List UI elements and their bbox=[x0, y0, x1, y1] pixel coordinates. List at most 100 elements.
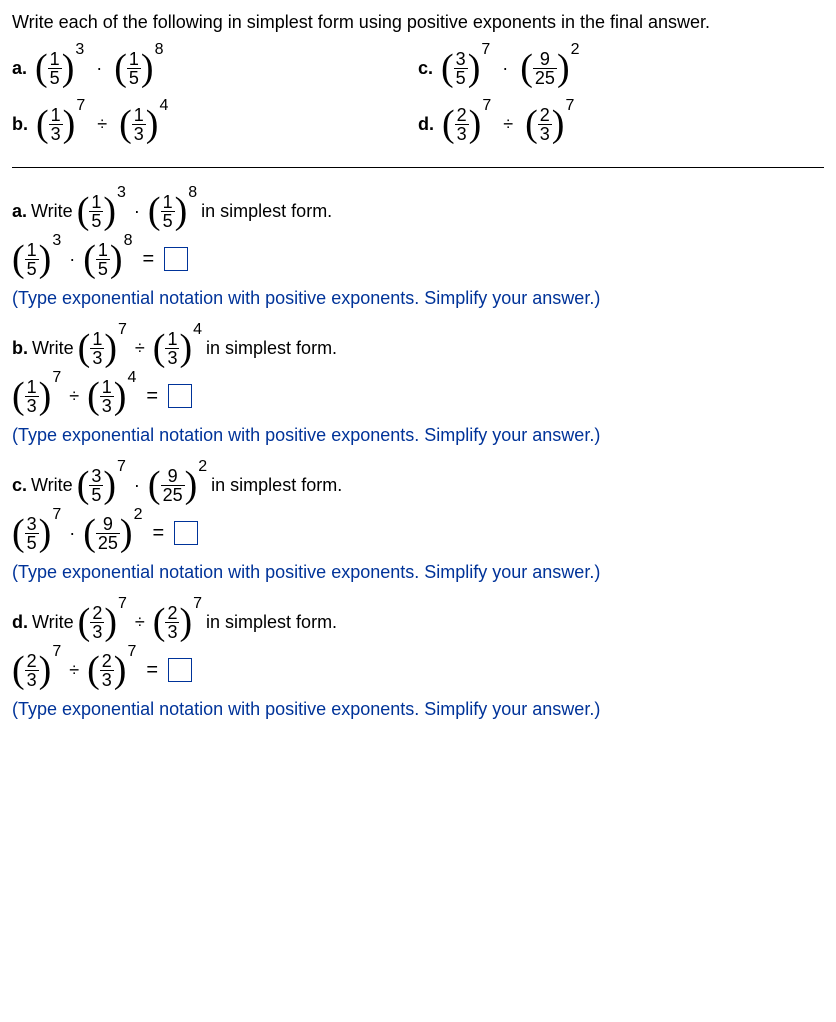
operator: ÷ bbox=[503, 114, 513, 135]
numerator: 2 bbox=[100, 652, 114, 670]
numerator: 1 bbox=[25, 378, 39, 396]
numerator: 1 bbox=[90, 330, 104, 348]
denominator: 25 bbox=[161, 485, 185, 504]
exponent: 7 bbox=[52, 643, 61, 661]
term: (925)2 bbox=[148, 466, 207, 504]
equals-sign: = bbox=[142, 248, 154, 271]
term: ( 23 ) 7 bbox=[442, 105, 491, 143]
term: (23)7 bbox=[12, 651, 61, 689]
term: ( 15 ) 8 bbox=[114, 49, 163, 87]
section-b: b. Write (13)7 ÷ (13)4 in simplest form.… bbox=[12, 329, 824, 446]
equals-sign: = bbox=[152, 522, 164, 545]
denominator: 3 bbox=[90, 348, 104, 367]
answer-input-c[interactable] bbox=[174, 521, 198, 545]
problem-d: d. ( 23 ) 7 ÷ ( 23 ) 7 bbox=[418, 105, 824, 143]
section-a: a. Write (15)3 · (15)8 in simplest form.… bbox=[12, 192, 824, 309]
problem-label: d. bbox=[418, 114, 434, 135]
problem-grid: a. ( 15 ) 3 · ( 15 ) 8 c. ( 35 ) 7 · ( 9… bbox=[12, 49, 824, 143]
equals-sign: = bbox=[146, 385, 158, 408]
term: (35)7 bbox=[77, 466, 126, 504]
exponent: 2 bbox=[571, 41, 580, 59]
suffix-text: in simplest form. bbox=[206, 612, 337, 633]
numerator: 3 bbox=[25, 515, 39, 533]
equals-sign: = bbox=[146, 659, 158, 682]
operator: · bbox=[69, 523, 75, 544]
numerator: 1 bbox=[48, 50, 62, 68]
numerator: 1 bbox=[25, 241, 39, 259]
term: (15)8 bbox=[148, 192, 197, 230]
term: (23)7 bbox=[87, 651, 136, 689]
term: ( 13 ) 4 bbox=[119, 105, 168, 143]
exponent: 7 bbox=[481, 41, 490, 59]
denominator: 5 bbox=[127, 68, 141, 87]
operator: · bbox=[134, 475, 140, 496]
exponent: 8 bbox=[124, 232, 133, 250]
exponent: 8 bbox=[155, 41, 164, 59]
denominator: 3 bbox=[455, 124, 469, 143]
operator: ÷ bbox=[69, 386, 79, 407]
denominator: 3 bbox=[132, 124, 146, 143]
denominator: 3 bbox=[25, 396, 39, 415]
numerator: 2 bbox=[165, 604, 179, 622]
word-write: Write bbox=[31, 201, 73, 222]
exponent: 2 bbox=[134, 506, 143, 524]
numerator: 9 bbox=[538, 50, 552, 68]
denominator: 25 bbox=[533, 68, 557, 87]
denominator: 3 bbox=[25, 670, 39, 689]
exponent: 2 bbox=[198, 458, 207, 476]
answer-input-d[interactable] bbox=[168, 658, 192, 682]
term: (15)8 bbox=[83, 240, 132, 278]
term: (13)4 bbox=[87, 377, 136, 415]
numerator: 1 bbox=[161, 193, 175, 211]
operator: · bbox=[134, 201, 140, 222]
exponent: 3 bbox=[75, 41, 84, 59]
denominator: 5 bbox=[454, 68, 468, 87]
operator: ÷ bbox=[97, 114, 107, 135]
numerator: 3 bbox=[454, 50, 468, 68]
numerator: 2 bbox=[538, 106, 552, 124]
operator: ÷ bbox=[69, 660, 79, 681]
term: (15)3 bbox=[12, 240, 61, 278]
denominator: 5 bbox=[25, 259, 39, 278]
numerator: 1 bbox=[127, 50, 141, 68]
term: (925)2 bbox=[83, 514, 142, 552]
denominator: 3 bbox=[100, 396, 114, 415]
denominator: 5 bbox=[48, 68, 62, 87]
exponent: 4 bbox=[159, 97, 168, 115]
exponent: 7 bbox=[52, 369, 61, 387]
exponent: 8 bbox=[188, 184, 197, 202]
operator: ÷ bbox=[135, 612, 145, 633]
numerator: 9 bbox=[166, 467, 180, 485]
exponent: 4 bbox=[127, 369, 136, 387]
term: (13)7 bbox=[78, 329, 127, 367]
answer-input-a[interactable] bbox=[164, 247, 188, 271]
problem-label: b. bbox=[12, 114, 28, 135]
divider-line bbox=[12, 167, 824, 168]
numerator: 1 bbox=[49, 106, 63, 124]
hint-text: (Type exponential notation with positive… bbox=[12, 562, 824, 583]
denominator: 5 bbox=[96, 259, 110, 278]
term: (15)3 bbox=[77, 192, 126, 230]
answer-input-b[interactable] bbox=[168, 384, 192, 408]
term: (23)7 bbox=[153, 603, 202, 641]
exponent: 7 bbox=[118, 321, 127, 339]
exponent: 7 bbox=[193, 595, 202, 613]
suffix-text: in simplest form. bbox=[211, 475, 342, 496]
problem-b: b. ( 13 ) 7 ÷ ( 13 ) 4 bbox=[12, 105, 418, 143]
exponent: 4 bbox=[193, 321, 202, 339]
term: ( 925 ) 2 bbox=[520, 49, 579, 87]
numerator: 2 bbox=[90, 604, 104, 622]
instruction-header: Write each of the following in simplest … bbox=[12, 12, 824, 33]
operator: · bbox=[96, 58, 102, 79]
numerator: 2 bbox=[455, 106, 469, 124]
numerator: 9 bbox=[101, 515, 115, 533]
word-write: Write bbox=[32, 338, 74, 359]
denominator: 5 bbox=[161, 211, 175, 230]
hint-text: (Type exponential notation with positive… bbox=[12, 699, 824, 720]
numerator: 1 bbox=[165, 330, 179, 348]
denominator: 25 bbox=[96, 533, 120, 552]
term: (35)7 bbox=[12, 514, 61, 552]
section-label: b. bbox=[12, 338, 28, 359]
exponent: 7 bbox=[117, 458, 126, 476]
hint-text: (Type exponential notation with positive… bbox=[12, 288, 824, 309]
